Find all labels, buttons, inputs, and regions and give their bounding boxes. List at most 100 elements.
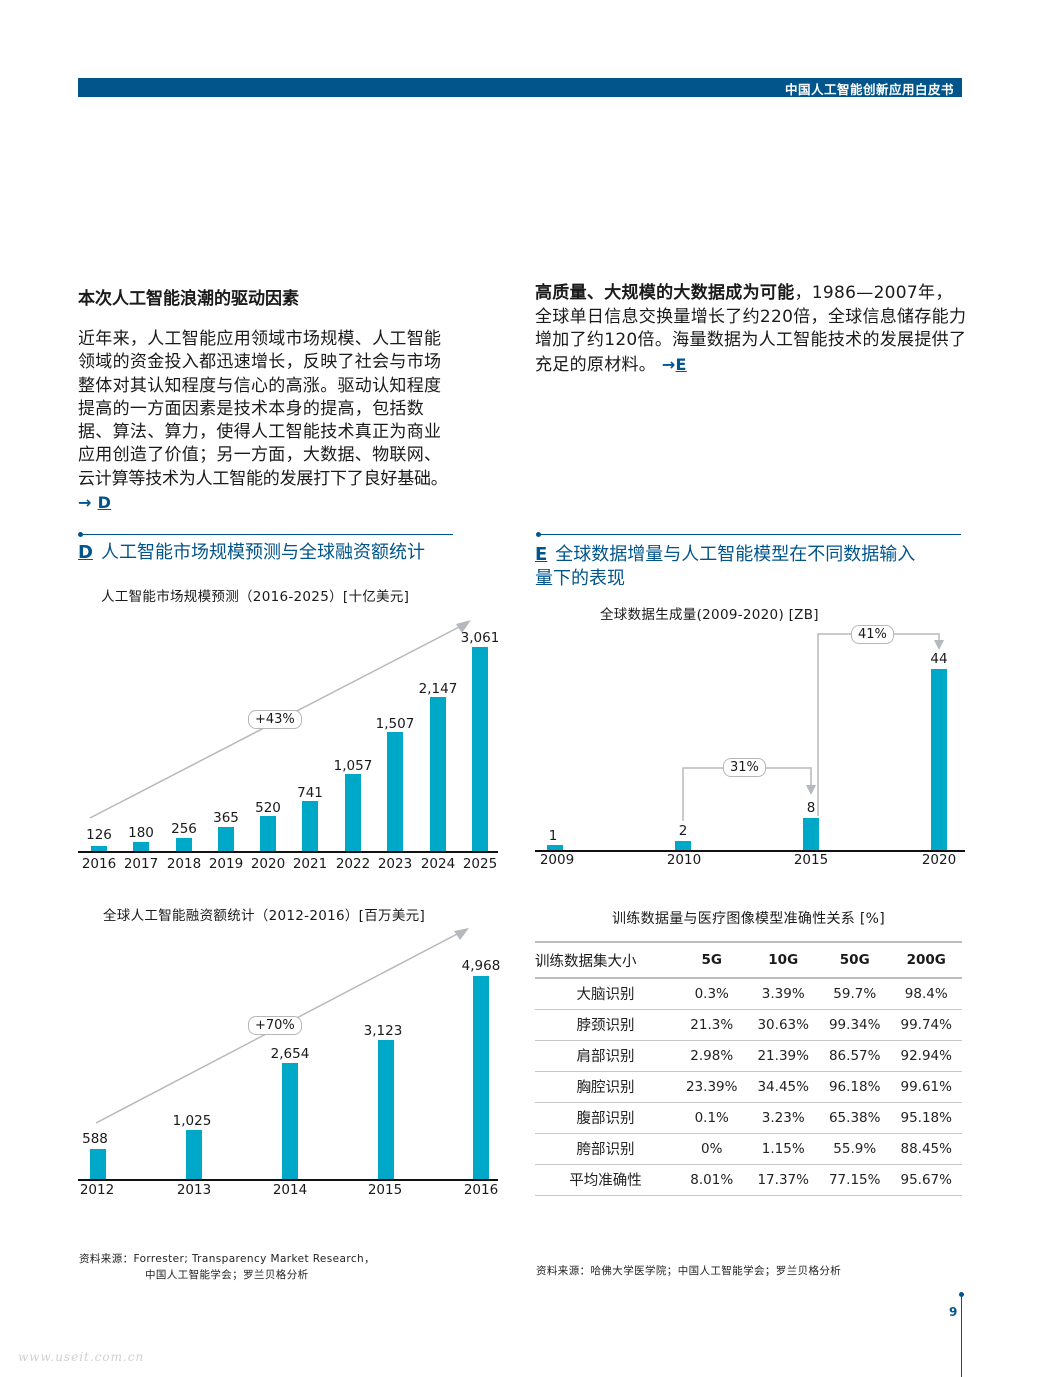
growth-badge: +43% — [248, 710, 302, 729]
figure-e-link[interactable]: →E — [662, 355, 687, 374]
body-line: 云计算等技术为人工智能的发展打下了良好基础。 — [78, 468, 448, 489]
x-tick: 2020 — [921, 852, 957, 868]
bar-value: 8 — [806, 800, 816, 816]
bar-value: 2 — [678, 823, 688, 839]
x-axis — [78, 851, 498, 853]
body-line: 据、算法、算力，使得人工智能技术真正为商业 — [78, 422, 442, 443]
x-axis — [535, 850, 965, 852]
cell: 34.45% — [747, 1071, 819, 1103]
row-label: 胯部识别 — [535, 1133, 676, 1165]
x-tick: 2020 — [250, 856, 286, 872]
table-row: 大脑识别 0.3% 3.39% 59.7% 98.4% — [535, 978, 962, 1010]
cell: 21.39% — [747, 1040, 819, 1072]
x-tick: 2021 — [292, 856, 328, 872]
cell: 99.34% — [818, 1009, 891, 1041]
bar — [345, 774, 361, 851]
funding-chart: +70% 588 2012 1,025 2013 2,654 2014 3,12… — [78, 925, 500, 1205]
accuracy-table: 训练数据集大小 5G 10G 50G 200G 大脑识别 0.3% 3.39% … — [535, 941, 962, 1196]
bar-value: 365 — [213, 810, 239, 826]
source-line: 中国人工智能学会；罗兰贝格分析 — [145, 1269, 309, 1281]
x-tick: 2024 — [420, 856, 456, 872]
body-line: 提高的一方面因素是技术本身的提高，包括数 — [78, 398, 424, 419]
table-row: 腹部识别 0.1% 3.23% 65.38% 95.18% — [535, 1102, 962, 1134]
section-heading: 本次人工智能浪潮的驱动因素 — [78, 289, 299, 309]
right-section-body: 高质量、大规模的大数据成为可能，1986—2007年，全球单日信息交换量增长了约… — [535, 282, 967, 377]
x-axis — [78, 1179, 498, 1181]
x-tick: 2009 — [539, 852, 575, 868]
row-label: 胸腔识别 — [535, 1071, 676, 1103]
column-header: 训练数据集大小 — [535, 941, 676, 979]
cell: 2.98% — [675, 1040, 748, 1072]
row-label: 大脑识别 — [535, 978, 676, 1010]
figure-title-text: 全球数据增量与人工智能模型在不同数据输入 — [555, 544, 916, 565]
cell: 0% — [675, 1133, 748, 1165]
cell: 0.1% — [675, 1102, 748, 1134]
bar — [176, 838, 192, 851]
figure-letter: E — [535, 544, 548, 565]
bar-value: 741 — [297, 785, 323, 801]
figure-d-rule — [78, 532, 453, 537]
body-line: 整体对其认知程度与信心的高涨。驱动认知程度 — [78, 375, 442, 396]
x-tick: 2015 — [793, 852, 829, 868]
x-tick: 2014 — [272, 1182, 308, 1198]
cell: 77.15% — [818, 1164, 891, 1196]
bar-value: 44 — [930, 651, 948, 667]
x-tick: 2015 — [367, 1182, 403, 1198]
growth-badge: +70% — [248, 1016, 302, 1035]
growth-badge: 31% — [723, 758, 766, 777]
column-header: 10G — [747, 941, 819, 979]
row-label: 肩部识别 — [535, 1040, 676, 1072]
x-tick: 2023 — [377, 856, 413, 872]
figure-e-title: E 全球数据增量与人工智能模型在不同数据输入 量下的表现 — [535, 543, 965, 591]
cell: 99.61% — [890, 1071, 962, 1103]
bar — [803, 818, 819, 850]
figure-title-text: 量下的表现 — [535, 568, 625, 589]
cell: 96.18% — [818, 1071, 891, 1103]
cell: 23.39% — [675, 1071, 748, 1103]
cell: 3.39% — [747, 978, 819, 1010]
cell: 88.45% — [890, 1133, 962, 1165]
global-data-chart: 31% 41% 1 2009 2 2010 8 2015 44 2020 — [535, 620, 965, 880]
page-rule — [959, 1292, 964, 1377]
figure-e-link-letter: E — [675, 354, 687, 374]
x-tick: 2025 — [462, 856, 498, 872]
table-row: 胯部识别 0% 1.15% 55.9% 88.45% — [535, 1133, 962, 1165]
column-header: 200G — [890, 941, 962, 979]
cell: 3.23% — [747, 1102, 819, 1134]
chart-title: 人工智能市场规模预测（2016-2025）[十亿美元] — [101, 589, 410, 605]
bar-value: 1,025 — [172, 1113, 212, 1129]
table-row: 胸腔识别 23.39% 34.45% 96.18% 99.61% — [535, 1071, 962, 1103]
bar — [473, 976, 489, 1179]
body-line: 近年来，人工智能应用领域市场规模、人工智能 — [78, 329, 442, 349]
cell: 95.67% — [890, 1164, 962, 1196]
x-tick: 2019 — [208, 856, 244, 872]
bar-value: 2,654 — [270, 1046, 310, 1062]
source-note-left: 资料来源：Forrester; Transparency Market Rese… — [79, 1251, 375, 1283]
bold-lead: 高质量、大规模的大数据成为可能 — [535, 283, 795, 303]
x-tick: 2010 — [666, 852, 702, 868]
table-row: 平均准确性 8.01% 17.37% 77.15% 95.67% — [535, 1164, 962, 1196]
bar-value: 520 — [255, 800, 281, 816]
cell: 1.15% — [747, 1133, 819, 1165]
cell: 17.37% — [747, 1164, 819, 1196]
body-line: 应用创造了价值；另一方面，大数据、物联网、 — [78, 445, 442, 466]
cell: 21.3% — [675, 1009, 748, 1041]
row-label: 平均准确性 — [535, 1164, 676, 1196]
figure-d-link[interactable]: → D — [78, 491, 508, 514]
bar — [302, 801, 318, 851]
bar-value: 588 — [82, 1131, 108, 1147]
arrow-right-icon: → — [661, 354, 676, 374]
bar-value: 1 — [548, 828, 558, 844]
figure-d-link-letter: D — [97, 493, 112, 513]
bar-value: 1,057 — [333, 758, 373, 774]
cell: 92.94% — [890, 1040, 962, 1072]
body-text: ，1986—2007年，全球单日信息交换量增长了约220倍，全球信息储存能力增加… — [535, 283, 967, 375]
chart-title: 全球人工智能融资额统计（2012-2016）[百万美元] — [103, 908, 426, 924]
x-tick: 2012 — [79, 1182, 115, 1198]
cell: 95.18% — [890, 1102, 962, 1134]
cell: 99.74% — [890, 1009, 962, 1041]
table-header-row: 训练数据集大小 5G 10G 50G 200G — [535, 941, 962, 979]
document-title: 中国人工智能创新应用白皮书 — [784, 82, 954, 97]
row-label: 脖颈识别 — [535, 1009, 676, 1041]
x-tick: 2017 — [123, 856, 159, 872]
